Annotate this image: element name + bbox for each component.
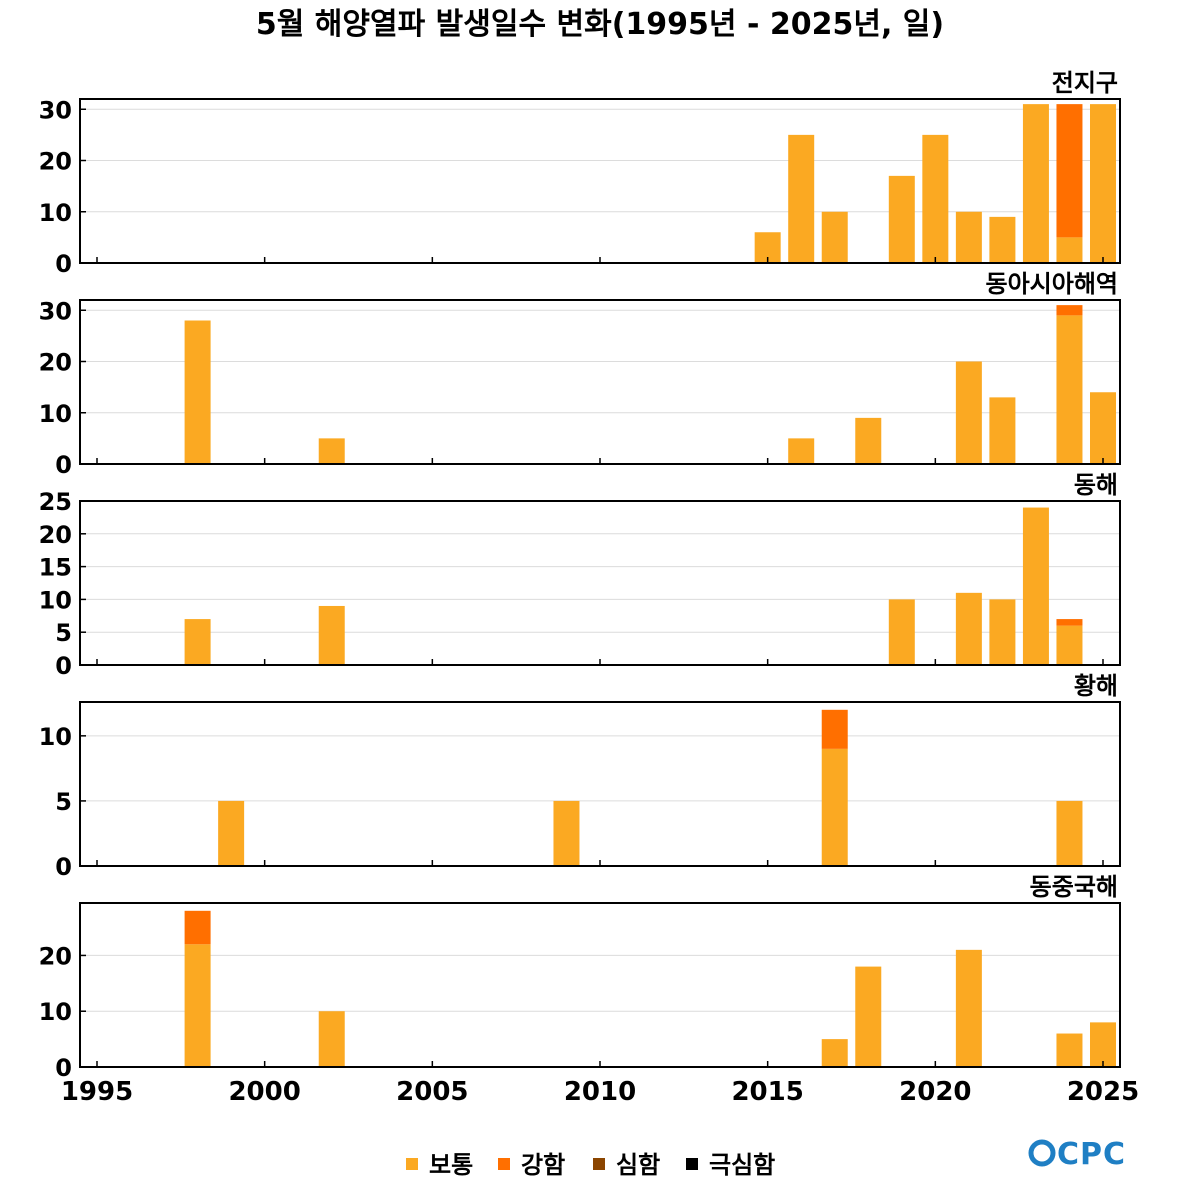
y-tick-label: 0 — [55, 652, 72, 680]
y-tick-label: 10 — [39, 586, 72, 614]
y-tick-label: 10 — [39, 723, 72, 751]
chart-title: 5월 해양열파 발생일수 변화(1995년 - 2025년, 일) — [256, 7, 944, 42]
legend-swatch — [406, 1158, 418, 1170]
x-tick-label: 2015 — [731, 1077, 803, 1107]
bar-2017-보통 — [821, 211, 848, 263]
bar-2022-보통 — [989, 216, 1016, 263]
bar-2024-보통 — [1056, 315, 1083, 464]
bar-2016-보통 — [788, 438, 815, 464]
bar-2021-보통 — [955, 211, 982, 263]
panel-3: 0 5 10 15 20 25 동해 — [39, 471, 1121, 680]
legend-swatch — [498, 1158, 510, 1170]
bar-2021-보통 — [955, 361, 982, 464]
y-tick-label: 10 — [39, 199, 72, 227]
chart-panels: 0102030전지구0102030동아시아해역0510152025동해0510황… — [39, 69, 1140, 1107]
bar-2024-보통 — [1056, 625, 1083, 665]
y-tick-label: 0 — [55, 1054, 72, 1082]
bar-2002-보통 — [318, 438, 345, 464]
bar-2002-보통 — [318, 605, 345, 665]
bar-2024-보통 — [1056, 237, 1083, 263]
ocpc-logo: CPC — [1028, 1137, 1126, 1172]
y-tick-label: 20 — [39, 349, 72, 377]
bar-2023-보통 — [1022, 104, 1049, 263]
panel-title: 전지구 — [1052, 69, 1118, 97]
x-tick-label: 1995 — [61, 1077, 133, 1107]
legend-label: 보통 — [429, 1151, 473, 1179]
bar-1998-보통 — [184, 320, 211, 464]
y-tick-label: 15 — [39, 554, 72, 582]
bar-2024-강함 — [1056, 619, 1083, 626]
panel-4: 0 5 10 황해 — [39, 672, 1121, 881]
bar-2017-보통 — [821, 1039, 848, 1067]
bar-2024-보통 — [1056, 800, 1083, 866]
y-tick-label: 30 — [39, 96, 72, 124]
bar-2025-보통 — [1090, 392, 1116, 464]
y-tick-label: 5 — [55, 788, 72, 816]
x-tick-label: 2005 — [396, 1077, 468, 1107]
legend-swatch — [593, 1158, 605, 1170]
bar-2021-보통 — [955, 949, 982, 1067]
x-tick-label: 2020 — [899, 1077, 971, 1107]
bar-2024-강함 — [1056, 104, 1083, 238]
y-tick-label: 5 — [55, 619, 72, 647]
y-tick-label: 25 — [39, 488, 72, 516]
panel-5: 0 10 20 동중국해 1995 2000 2005 2010 2015 2020 2025 — [39, 873, 1140, 1107]
y-tick-label: 20 — [39, 148, 72, 176]
bar-2024-강함 — [1056, 305, 1083, 316]
legend-label: 심함 — [616, 1151, 660, 1179]
legend-label: 극심함 — [709, 1151, 775, 1179]
logo-ring-icon — [1028, 1139, 1056, 1167]
bar-1998-보통 — [184, 944, 211, 1067]
bar-2021-보통 — [955, 592, 982, 665]
bar-2025-보통 — [1090, 1022, 1116, 1067]
x-tick-label: 2025 — [1067, 1077, 1139, 1107]
bar-2025-보통 — [1090, 104, 1116, 263]
y-tick-label: 20 — [39, 942, 72, 970]
panel-1: 0 10 20 30 전지구 — [39, 69, 1121, 278]
bar-2020-보통 — [922, 134, 949, 263]
y-tick-label: 0 — [55, 250, 72, 278]
bar-2017-보통 — [821, 748, 848, 866]
bar-1999-보통 — [218, 800, 245, 866]
y-tick-label: 10 — [39, 998, 72, 1026]
panel-title: 동중국해 — [1030, 873, 1118, 901]
bar-2024-보통 — [1056, 1033, 1083, 1067]
legend-label: 강함 — [521, 1151, 565, 1179]
x-tick-label: 2010 — [564, 1077, 636, 1107]
legend-swatch — [686, 1158, 698, 1170]
y-tick-label: 10 — [39, 400, 72, 428]
bar-2016-보통 — [788, 134, 815, 263]
y-tick-label: 0 — [55, 451, 72, 479]
x-tick-label: 2000 — [228, 1077, 300, 1107]
panel-title: 동해 — [1074, 471, 1118, 499]
panel-title: 동아시아해역 — [986, 270, 1118, 298]
bar-2002-보통 — [318, 1011, 345, 1067]
bar-2018-보통 — [855, 966, 882, 1067]
y-tick-label: 30 — [39, 297, 72, 325]
bar-2009-보통 — [553, 800, 580, 866]
bar-2017-강함 — [821, 709, 848, 749]
chart-legend: 보통 강함 심함 극심함 — [406, 1151, 775, 1179]
bar-2019-보통 — [888, 599, 915, 665]
bar-2019-보통 — [888, 175, 915, 263]
panel-title: 황해 — [1074, 672, 1118, 700]
logo-text: CPC — [1057, 1137, 1126, 1172]
bar-2018-보통 — [855, 417, 882, 464]
bar-1998-보통 — [184, 619, 211, 665]
panel-2: 0 10 20 30 동아시아해역 — [39, 270, 1121, 479]
bar-1998-강함 — [184, 910, 211, 945]
y-tick-label: 20 — [39, 521, 72, 549]
bar-2022-보통 — [989, 397, 1016, 464]
bar-2023-보통 — [1022, 507, 1049, 665]
y-tick-label: 0 — [55, 853, 72, 881]
bar-2022-보통 — [989, 599, 1016, 665]
